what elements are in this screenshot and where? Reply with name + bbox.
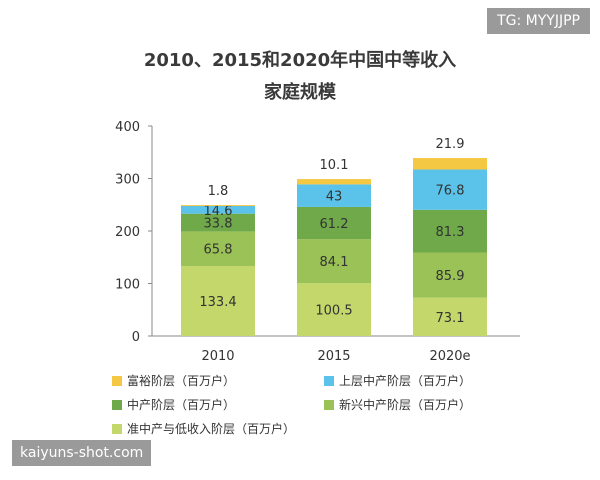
bar-segment: [181, 231, 255, 266]
bar-segment: [297, 283, 371, 336]
bar-segment: [297, 184, 371, 207]
legend-swatch: [112, 399, 122, 410]
data-label: 84.1: [320, 255, 349, 270]
legend-item-emerging-middle: 新兴中产阶层（百万户）: [324, 396, 471, 413]
data-label: 100.5: [315, 304, 352, 319]
legend-label: 中产阶层（百万户）: [127, 398, 236, 412]
legend-swatch: [324, 399, 334, 410]
bar-segment: [181, 213, 255, 232]
y-tick-label: 200: [115, 225, 140, 240]
x-tick-label: 2015: [317, 349, 350, 364]
bar-segment: [181, 206, 255, 214]
legend-item-affluent: 富裕阶层（百万户）: [112, 372, 235, 389]
chart-title-line1: 2010、2015和2020年中国中等收入: [143, 50, 457, 71]
data-label: 85.9: [436, 269, 465, 284]
legend-item-upper-middle: 上层中产阶层（百万户）: [324, 372, 471, 389]
bar-segment: [297, 239, 371, 284]
legend-label: 新兴中产阶层（百万户）: [339, 398, 472, 412]
chart-title-line2: 家庭规模: [264, 82, 336, 103]
legend-label: 上层中产阶层（百万户）: [339, 374, 472, 388]
data-label: 61.2: [320, 217, 349, 232]
data-label: 14.6: [204, 204, 233, 219]
data-label: 81.3: [436, 225, 465, 240]
legend-label: 富裕阶层（百万户）: [127, 374, 236, 388]
y-tick-label: 400: [115, 120, 140, 135]
bar-segment: [413, 169, 487, 210]
data-label: 43: [326, 190, 343, 205]
y-tick-label: 0: [132, 330, 140, 345]
legend-swatch: [324, 375, 334, 386]
bar-segment: [297, 206, 371, 240]
data-label: 10.1: [320, 158, 349, 173]
x-tick-label: 2020e: [429, 349, 470, 364]
bar-segment: [297, 179, 371, 185]
data-label: 133.4: [199, 295, 236, 310]
data-label: 21.9: [436, 137, 465, 152]
y-tick-label: 100: [115, 278, 140, 293]
bar-segment: [413, 209, 487, 253]
data-label: 65.8: [204, 243, 233, 258]
legend-item-middle: 中产阶层（百万户）: [112, 396, 235, 413]
bar-segment: [181, 205, 255, 207]
channel-badge: TG: MYYJJPP: [487, 8, 590, 34]
data-label: 76.8: [436, 184, 465, 199]
legend-label: 准中产与低收入阶层（百万户）: [127, 422, 296, 436]
bar-segment: [413, 158, 487, 170]
bar-segment: [181, 265, 255, 336]
legend-swatch: [112, 375, 122, 386]
data-label: 73.1: [436, 311, 465, 326]
legend-item-quasi-middle-low: 准中产与低收入阶层（百万户）: [112, 420, 295, 437]
bar-segment: [413, 252, 487, 298]
y-tick-label: 300: [115, 173, 140, 188]
x-tick-label: 2010: [201, 349, 234, 364]
data-label: 33.8: [204, 217, 233, 232]
data-label: 1.8: [208, 184, 229, 199]
watermark: kaiyuns-shot.com: [12, 440, 152, 466]
bar-segment: [413, 297, 487, 336]
legend-swatch: [112, 423, 122, 434]
